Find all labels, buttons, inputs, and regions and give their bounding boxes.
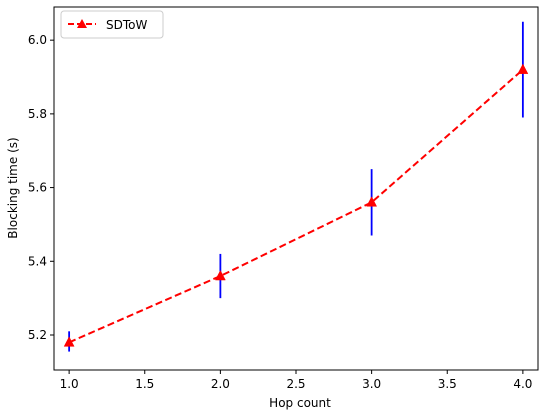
plot-area [53, 6, 539, 371]
legend-box [60, 10, 164, 39]
y-tick-label: 5.6 [28, 181, 47, 195]
y-axis-label: Blocking time (s) [6, 137, 20, 238]
error-bars [68, 21, 524, 352]
x-tick-label: 2.0 [211, 377, 230, 391]
legend: SDToW [60, 10, 164, 39]
x-tick-label: 3.0 [362, 377, 381, 391]
y-tick-label: 6.0 [28, 33, 47, 47]
x-tick-label: 2.5 [286, 377, 305, 391]
x-axis-label: Hop count [269, 396, 331, 410]
x-tick-label: 1.5 [135, 377, 154, 391]
y-axis: 5.2 5.4 5.6 5.8 6.0 [28, 33, 54, 342]
data-point-marker [517, 63, 529, 74]
data-point-marker [214, 269, 226, 281]
legend-triangle-marker-icon [77, 19, 87, 28]
x-axis: 1.0 1.5 2.0 2.5 3.0 3.5 4.0 [60, 370, 532, 391]
y-tick-label: 5.4 [28, 254, 47, 268]
y-tick-label: 5.8 [28, 107, 47, 121]
x-tick-label: 3.5 [438, 377, 457, 391]
x-tick-label: 1.0 [60, 377, 79, 391]
y-tick-label: 5.2 [28, 328, 47, 342]
legend-label: SDToW [106, 18, 147, 32]
x-tick-label: 4.0 [513, 377, 532, 391]
data-point-marker [63, 336, 75, 347]
plot-frame [53, 6, 539, 371]
data-point-marker [366, 196, 378, 207]
data-series [63, 63, 529, 347]
series-line [68, 68, 524, 344]
